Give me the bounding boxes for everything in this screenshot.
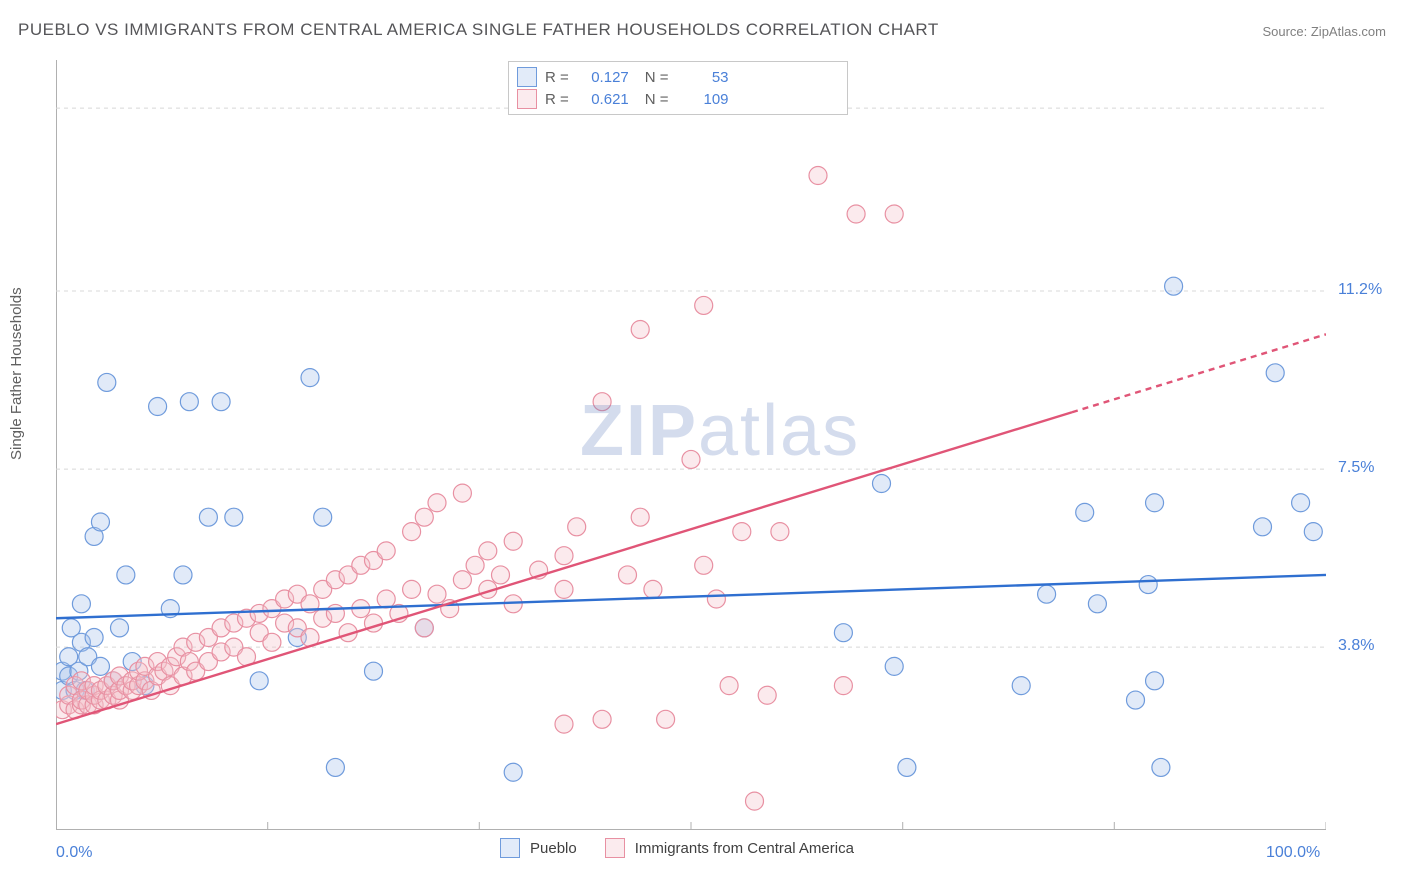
source-link[interactable]: ZipAtlas.com	[1311, 24, 1386, 39]
chart-title: PUEBLO VS IMMIGRANTS FROM CENTRAL AMERIC…	[18, 20, 939, 40]
source-attribution: Source: ZipAtlas.com	[1262, 24, 1386, 39]
legend-swatch	[517, 67, 537, 87]
legend-swatch	[605, 838, 625, 858]
correlation-legend: R = 0.127 N = 53 R = 0.621 N = 109	[508, 61, 848, 115]
legend-r-value: 0.127	[577, 69, 629, 86]
legend-n-value: 53	[677, 69, 729, 86]
source-prefix: Source:	[1262, 24, 1310, 39]
legend-label: Pueblo	[530, 840, 577, 857]
y-axis-label: Single Father Households	[8, 287, 25, 460]
legend-r-value: 0.621	[577, 91, 629, 108]
legend-stat-row: R = 0.621 N = 109	[517, 88, 839, 110]
chart-svg	[56, 60, 1326, 830]
x-tick-label: 100.0%	[1266, 844, 1320, 862]
legend-r-label: R =	[545, 69, 569, 86]
x-tick-label: 0.0%	[56, 844, 92, 862]
legend-n-label: N =	[645, 91, 669, 108]
legend-label: Immigrants from Central America	[635, 840, 854, 857]
y-tick-label: 11.2%	[1338, 281, 1382, 299]
y-tick-label: 3.8%	[1338, 637, 1374, 655]
legend-swatch	[517, 89, 537, 109]
legend-r-label: R =	[545, 91, 569, 108]
legend-n-value: 109	[677, 91, 729, 108]
y-tick-label: 7.5%	[1338, 459, 1374, 477]
legend-n-label: N =	[645, 69, 669, 86]
legend-stat-row: R = 0.127 N = 53	[517, 66, 839, 88]
legend-swatch	[500, 838, 520, 858]
series-legend: Pueblo Immigrants from Central America	[500, 838, 872, 858]
